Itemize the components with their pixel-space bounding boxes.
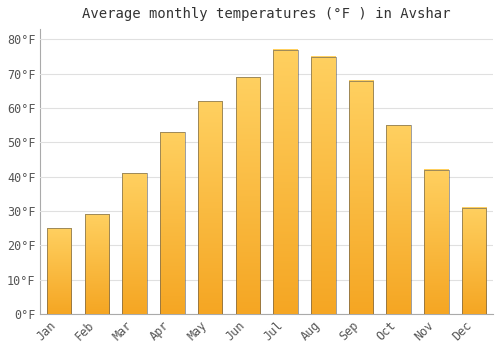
Bar [122,173,147,314]
Bar [386,125,411,314]
Bar [462,208,486,314]
Bar [236,77,260,314]
Bar [311,56,336,314]
Bar [424,170,448,314]
Bar [47,228,72,314]
Title: Average monthly temperatures (°F ) in Avshar: Average monthly temperatures (°F ) in Av… [82,7,451,21]
Bar [160,132,184,314]
Bar [274,50,298,314]
Bar [198,101,222,314]
Bar [348,80,374,314]
Bar [84,214,109,314]
